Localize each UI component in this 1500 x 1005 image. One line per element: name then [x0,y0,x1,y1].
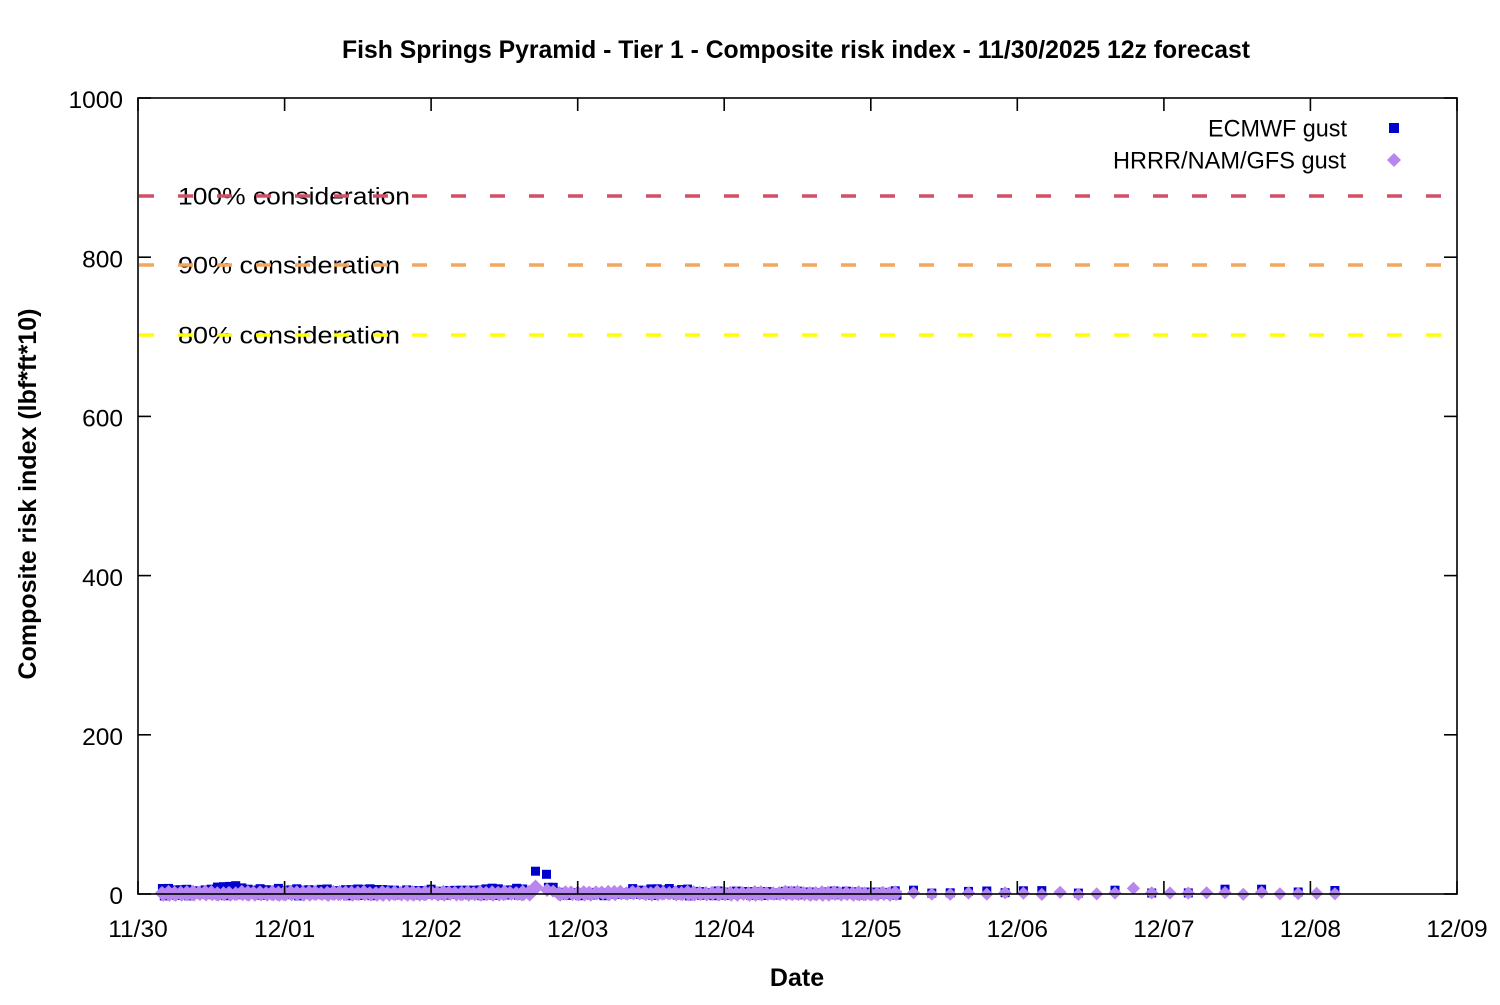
svg-text:800: 800 [82,246,123,273]
svg-text:12/09: 12/09 [1426,916,1487,943]
svg-text:0: 0 [109,883,123,910]
svg-text:600: 600 [82,406,123,433]
svg-text:100% consideration: 100% consideration [178,184,410,211]
svg-text:12/07: 12/07 [1133,916,1194,943]
svg-text:12/08: 12/08 [1280,916,1341,943]
svg-text:12/05: 12/05 [840,916,901,943]
svg-text:1000: 1000 [68,87,123,114]
svg-text:12/01: 12/01 [254,916,315,943]
svg-text:80% consideration: 80% consideration [178,323,400,350]
svg-text:Fish Springs Pyramid - Tier 1: Fish Springs Pyramid - Tier 1 - Composit… [342,36,1251,64]
svg-text:12/04: 12/04 [694,916,755,943]
svg-text:12/02: 12/02 [400,916,461,943]
svg-text:Composite risk index (lbf*ft*1: Composite risk index (lbf*ft*10) [14,309,42,680]
svg-text:12/03: 12/03 [547,916,608,943]
svg-text:90% consideration: 90% consideration [178,253,400,280]
svg-text:Date: Date [770,964,824,992]
svg-text:200: 200 [82,724,123,751]
svg-text:400: 400 [82,565,123,592]
svg-text:11/30: 11/30 [108,916,168,943]
svg-text:ECMWF gust: ECMWF gust [1208,116,1347,143]
svg-text:HRRR/NAM/GFS gust: HRRR/NAM/GFS gust [1113,148,1346,175]
svg-text:12/06: 12/06 [987,916,1048,943]
